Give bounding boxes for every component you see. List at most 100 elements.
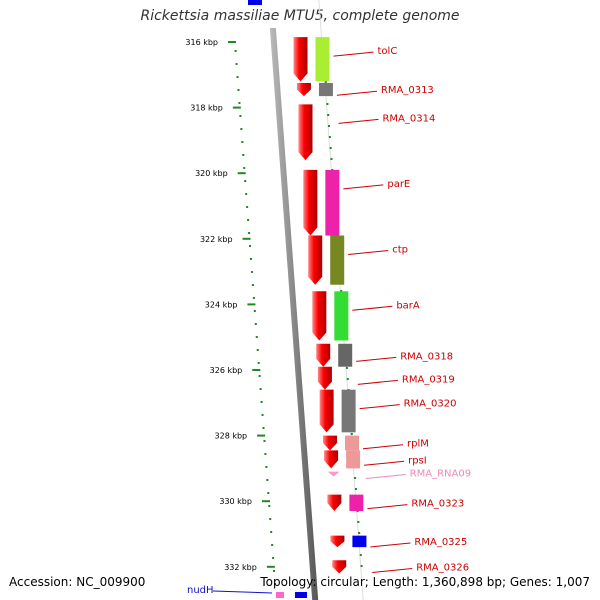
tick-dot — [328, 136, 331, 138]
cog-bar — [346, 450, 361, 469]
tick-dot — [247, 219, 250, 221]
tick-dot — [246, 206, 249, 208]
gene-label[interactable]: rpsI — [408, 455, 427, 466]
gene-label[interactable]: RMA_0320 — [404, 399, 457, 410]
gene-label[interactable]: RMA_0313 — [381, 85, 434, 96]
tick-dot — [328, 125, 331, 127]
tick-dot — [345, 367, 348, 369]
gene-leader-line — [359, 404, 400, 410]
gene-label[interactable]: RMA_RNA09 — [410, 468, 471, 479]
edge-feature-top — [248, 0, 262, 5]
page-title: Rickettsia massiliae MTU5, complete geno… — [140, 8, 460, 24]
tick-dot — [248, 232, 251, 234]
gene-arrow — [327, 494, 342, 512]
gene-label-nudh[interactable]: nudH — [187, 585, 214, 596]
cog-bar — [338, 343, 353, 367]
gene-label[interactable]: barA — [396, 300, 420, 311]
gene-arrow — [316, 343, 331, 367]
gene-label[interactable]: RMA_0326 — [416, 562, 469, 573]
genome-summary-text: Topology: circular; Length: 1,360,898 bp… — [260, 575, 590, 589]
tick-dot — [262, 427, 265, 429]
tick-label: 320 kbp — [195, 169, 228, 178]
gene-label[interactable]: RMA_0319 — [402, 374, 455, 385]
gene-leader-line — [356, 356, 397, 362]
tick-dot — [243, 167, 246, 169]
tick-dot — [264, 453, 267, 455]
tick-dot — [252, 297, 255, 299]
tick-dot — [259, 388, 262, 390]
tick-dot — [350, 433, 353, 435]
gene-arrow — [308, 235, 323, 285]
gene-arrow — [296, 83, 311, 97]
tick-dot — [256, 349, 259, 351]
gene-arrow — [303, 169, 318, 236]
tick-dot — [267, 492, 270, 494]
tick-dot — [258, 375, 261, 377]
tick-dot — [360, 565, 363, 567]
tick-dot — [255, 336, 258, 338]
cog-bar — [352, 535, 367, 548]
tick-dot — [257, 362, 260, 364]
gene-leader-line — [352, 305, 393, 311]
tick-dot — [273, 570, 276, 572]
gene-label[interactable]: RMA_0323 — [411, 499, 464, 510]
tick-dot — [260, 401, 263, 403]
tick-dot — [249, 258, 252, 260]
tick-dot — [324, 81, 327, 83]
gene-label[interactable]: ctp — [392, 245, 408, 256]
tick-label: 328 kbp — [215, 432, 248, 441]
tick-dot — [358, 532, 361, 534]
nudh-leader-line — [212, 590, 273, 594]
gene-arrow — [319, 389, 334, 433]
tick-dot — [266, 479, 269, 481]
tick-dot — [346, 378, 349, 380]
gene-label[interactable]: RMA_0314 — [382, 113, 435, 124]
tick-dot — [265, 466, 268, 468]
tick-dot — [242, 154, 245, 156]
gene-label[interactable]: rplM — [407, 439, 429, 450]
gene-arrow — [293, 37, 308, 82]
tick-label: 326 kbp — [210, 366, 243, 375]
gene-leader-line — [367, 504, 408, 510]
gene-leader-line — [357, 379, 398, 385]
gene-leader-line — [370, 542, 411, 548]
tick-dot — [269, 518, 272, 520]
tick-dot — [329, 147, 332, 149]
gene-leader-line — [348, 250, 389, 256]
cog-bar — [318, 83, 333, 97]
tick-dot — [357, 521, 360, 523]
gene-label[interactable]: RMA_0318 — [400, 351, 453, 362]
tick-dot — [326, 103, 329, 105]
tick-dot — [245, 193, 248, 195]
tick-label: 318 kbp — [190, 104, 223, 113]
tick-label: 324 kbp — [205, 300, 238, 309]
gene-leader-line — [364, 460, 405, 466]
gene-leader-line — [338, 118, 379, 124]
gene-leader-line — [333, 51, 374, 57]
tick-dot — [251, 284, 254, 286]
tick-dot — [241, 141, 244, 143]
tick-label: 322 kbp — [200, 235, 233, 244]
cog-bar — [315, 37, 330, 82]
tick-dot — [327, 114, 330, 116]
tick-dot — [238, 102, 241, 104]
rna-feature — [327, 471, 340, 477]
tick-dot — [234, 50, 237, 52]
gene-arrow — [332, 560, 347, 574]
gene-label[interactable]: RMA_0325 — [414, 537, 467, 548]
tick-dot — [340, 290, 343, 292]
tick-dot — [249, 245, 252, 247]
tick-dot — [274, 583, 277, 585]
gene-label[interactable]: parE — [387, 179, 410, 190]
gene-arrow — [317, 366, 332, 390]
tick-dot — [244, 180, 247, 182]
tick-label: 316 kbp — [185, 38, 218, 47]
tick-dot — [271, 544, 274, 546]
gene-arrow — [324, 450, 339, 469]
gene-arrow — [298, 104, 313, 161]
gene-label[interactable]: tolC — [378, 46, 398, 57]
tick-dot — [270, 531, 273, 533]
tick-dot — [330, 158, 333, 160]
gene-arrow — [323, 435, 338, 451]
cog-bar — [349, 494, 364, 512]
